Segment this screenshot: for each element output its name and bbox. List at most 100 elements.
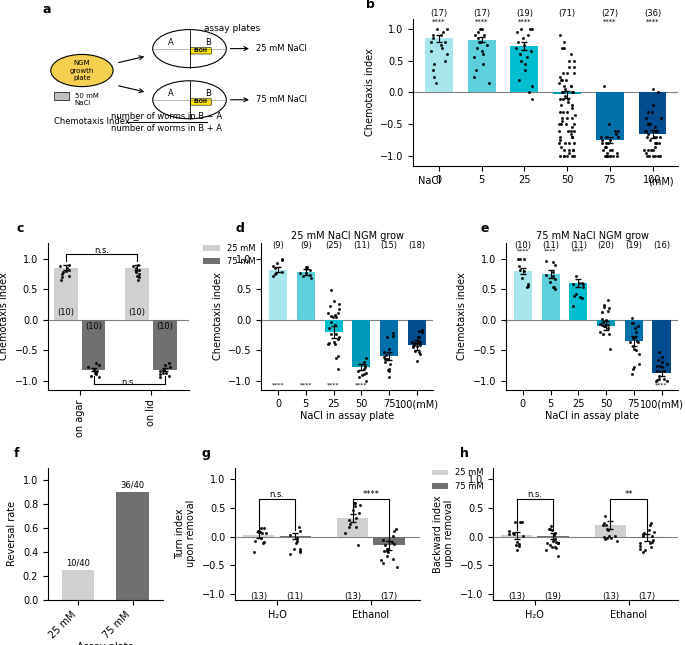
Point <box>427 30 438 41</box>
Point <box>597 138 608 148</box>
Point <box>511 537 522 547</box>
Point <box>155 370 166 380</box>
Point <box>522 52 533 63</box>
Point <box>604 151 615 161</box>
Bar <box>468 40 495 92</box>
Point <box>559 138 570 148</box>
Text: (17): (17) <box>430 9 447 18</box>
Point <box>634 539 645 549</box>
Point <box>332 364 343 374</box>
Point <box>603 119 614 130</box>
Point <box>628 344 639 354</box>
Point <box>513 541 524 551</box>
Point <box>387 331 398 341</box>
Point <box>512 545 523 555</box>
Point <box>604 344 615 354</box>
Point <box>540 545 551 555</box>
Point <box>511 43 522 53</box>
Bar <box>510 46 538 92</box>
Bar <box>542 274 560 320</box>
Point <box>555 151 566 161</box>
Point <box>349 498 360 508</box>
Point <box>568 301 579 312</box>
Point <box>412 338 423 348</box>
Point <box>641 132 652 142</box>
Point <box>57 267 68 277</box>
Y-axis label: Chemotaxis index: Chemotaxis index <box>458 273 467 361</box>
Point <box>597 329 608 339</box>
Point <box>413 332 424 342</box>
Bar <box>631 537 662 538</box>
Point <box>260 528 271 539</box>
Point <box>544 523 555 533</box>
Point <box>545 277 556 287</box>
Point <box>360 368 371 378</box>
Point <box>349 498 360 508</box>
Bar <box>373 537 405 545</box>
Y-axis label: Chemotaxis index: Chemotaxis index <box>212 273 223 361</box>
Point <box>599 321 610 331</box>
Text: ****: **** <box>516 248 529 253</box>
Bar <box>425 39 453 92</box>
Point <box>647 537 658 547</box>
Text: growth: growth <box>70 68 94 74</box>
Point <box>414 337 425 348</box>
Point <box>651 375 662 386</box>
Point <box>415 348 426 359</box>
Point <box>645 135 656 145</box>
Point <box>626 313 637 323</box>
Point <box>562 94 573 104</box>
Point <box>256 533 266 544</box>
Point <box>295 546 306 556</box>
Point <box>554 78 565 88</box>
Point <box>349 501 360 511</box>
Point <box>391 524 402 534</box>
Text: Chemotaxis Index =: Chemotaxis Index = <box>53 117 139 126</box>
Text: EtOH: EtOH <box>194 48 208 54</box>
Point <box>547 257 558 268</box>
Bar <box>408 320 426 345</box>
Point <box>601 315 612 325</box>
Text: (19): (19) <box>516 9 533 18</box>
Point <box>63 264 74 275</box>
Bar <box>153 320 177 370</box>
Point <box>323 308 334 319</box>
Point <box>382 547 393 557</box>
Point <box>554 106 565 117</box>
Point <box>305 264 316 275</box>
Point <box>605 533 616 543</box>
Point <box>516 24 527 34</box>
Point <box>568 144 579 155</box>
Point <box>637 529 648 539</box>
Point <box>161 368 172 379</box>
Point <box>155 366 166 377</box>
Point <box>382 551 393 561</box>
Point <box>570 272 581 282</box>
Point <box>258 537 269 547</box>
Y-axis label: Chemotaxis index: Chemotaxis index <box>0 273 9 361</box>
Point <box>474 36 485 46</box>
Text: B: B <box>205 38 211 47</box>
Point <box>612 132 623 142</box>
Point <box>519 39 530 50</box>
Point <box>612 151 623 161</box>
Point <box>643 119 653 130</box>
Point <box>630 345 641 355</box>
Point <box>569 291 580 301</box>
Point <box>553 537 564 548</box>
Point <box>276 253 287 264</box>
Point <box>567 132 578 142</box>
Point <box>564 138 575 148</box>
Text: ****: **** <box>656 382 668 388</box>
Text: e: e <box>480 222 489 235</box>
Point <box>475 36 486 46</box>
Point <box>268 271 279 281</box>
Point <box>428 72 439 82</box>
Point <box>647 151 658 161</box>
Point <box>133 275 144 285</box>
Point <box>353 508 364 519</box>
Point <box>55 261 66 271</box>
Point <box>60 266 71 276</box>
Point <box>569 125 580 135</box>
Text: (15): (15) <box>381 241 397 250</box>
